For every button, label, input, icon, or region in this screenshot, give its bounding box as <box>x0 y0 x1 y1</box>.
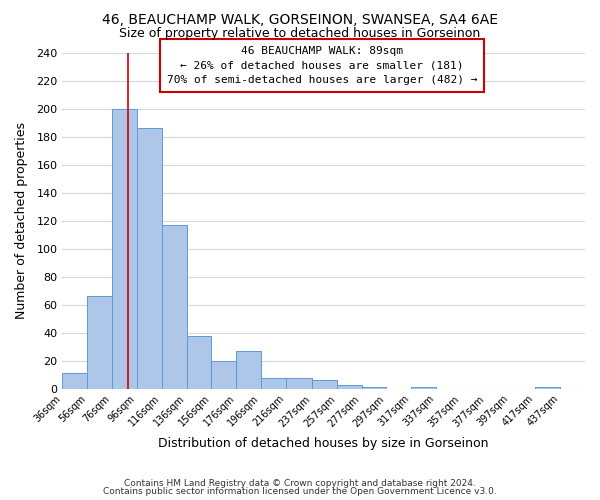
Text: Contains HM Land Registry data © Crown copyright and database right 2024.: Contains HM Land Registry data © Crown c… <box>124 478 476 488</box>
Text: Size of property relative to detached houses in Gorseinon: Size of property relative to detached ho… <box>119 28 481 40</box>
Text: Contains public sector information licensed under the Open Government Licence v3: Contains public sector information licen… <box>103 487 497 496</box>
Bar <box>312 380 337 389</box>
Text: 46 BEAUCHAMP WALK: 89sqm
← 26% of detached houses are smaller (181)
70% of semi-: 46 BEAUCHAMP WALK: 89sqm ← 26% of detach… <box>167 46 477 86</box>
Bar <box>261 378 286 389</box>
Bar <box>362 388 386 389</box>
Bar <box>62 374 87 389</box>
Bar <box>411 388 436 389</box>
Bar <box>162 225 187 389</box>
Bar <box>236 351 261 389</box>
Bar <box>535 388 560 389</box>
Bar <box>211 361 236 389</box>
Y-axis label: Number of detached properties: Number of detached properties <box>15 122 28 320</box>
Bar <box>137 128 162 389</box>
Bar <box>87 296 112 389</box>
Bar <box>286 378 312 389</box>
Bar <box>187 336 211 389</box>
Bar <box>112 109 137 389</box>
X-axis label: Distribution of detached houses by size in Gorseinon: Distribution of detached houses by size … <box>158 437 489 450</box>
Text: 46, BEAUCHAMP WALK, GORSEINON, SWANSEA, SA4 6AE: 46, BEAUCHAMP WALK, GORSEINON, SWANSEA, … <box>102 12 498 26</box>
Bar <box>337 384 362 389</box>
